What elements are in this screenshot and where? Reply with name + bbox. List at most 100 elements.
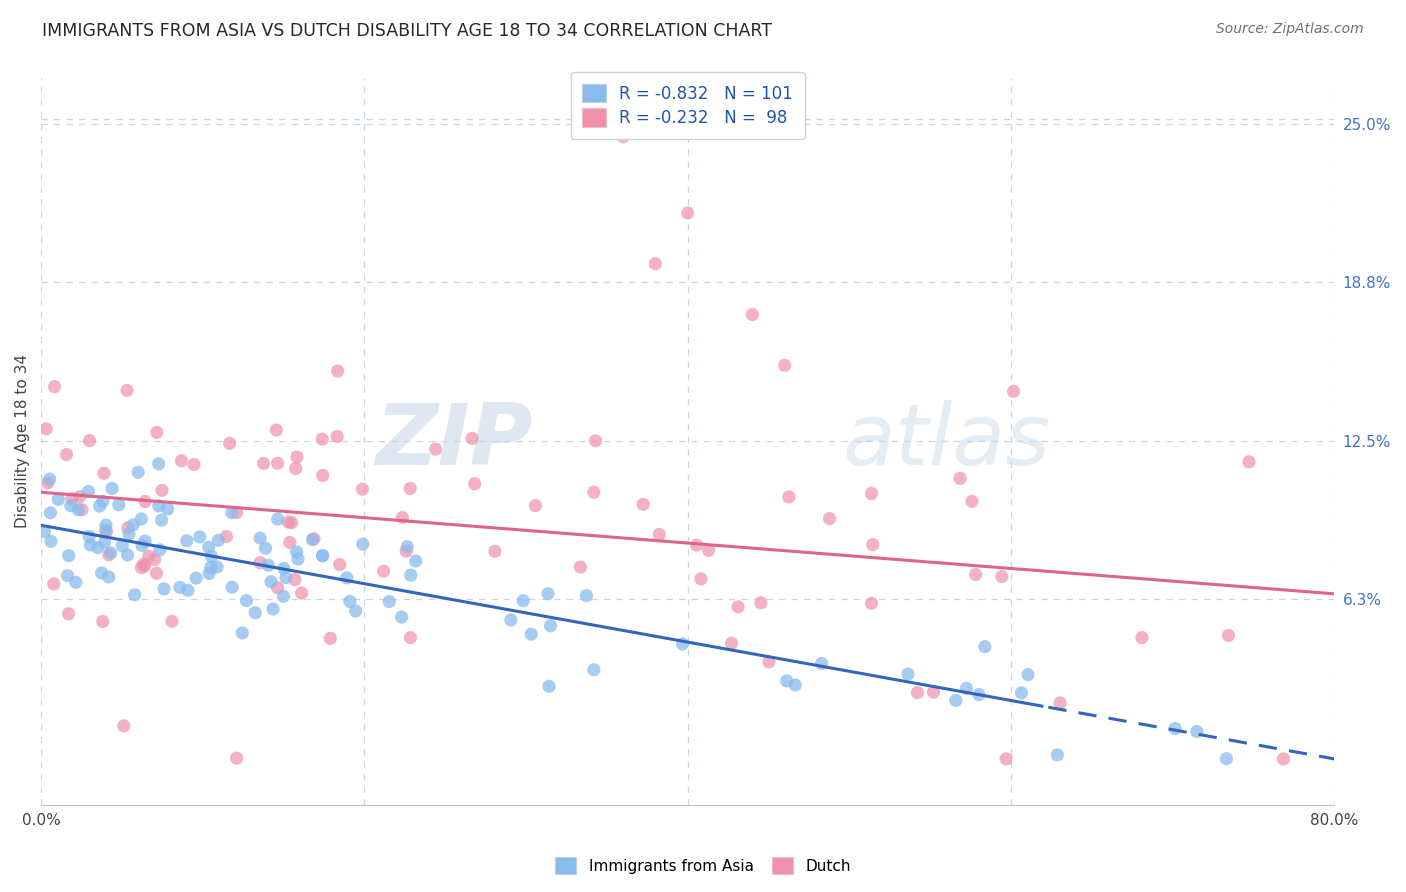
Point <box>311 432 333 446</box>
Point <box>960 494 983 508</box>
Point <box>612 129 634 144</box>
Point <box>97 548 120 562</box>
Point <box>266 423 288 437</box>
Point <box>352 482 374 496</box>
Point <box>184 571 207 585</box>
Point <box>59 499 82 513</box>
Point <box>218 436 240 450</box>
Point <box>285 450 308 464</box>
Point <box>1017 667 1039 681</box>
Point <box>198 566 221 581</box>
Point <box>134 558 156 573</box>
Point <box>1049 696 1071 710</box>
Point <box>758 655 780 669</box>
Point <box>512 593 534 607</box>
Point <box>648 527 671 541</box>
Point <box>111 539 134 553</box>
Point <box>311 549 333 563</box>
Point <box>785 678 807 692</box>
Point <box>127 466 149 480</box>
Point <box>741 308 763 322</box>
Point <box>312 468 335 483</box>
Text: atlas: atlas <box>842 400 1050 483</box>
Point <box>949 471 972 485</box>
Point <box>720 636 742 650</box>
Point <box>77 484 100 499</box>
Point <box>273 561 295 575</box>
Point <box>285 545 308 559</box>
Point <box>274 571 297 585</box>
Point <box>278 535 301 549</box>
Point <box>391 510 413 524</box>
Point <box>101 482 124 496</box>
Point <box>200 560 222 574</box>
Point <box>55 448 77 462</box>
Point <box>312 549 335 563</box>
Point <box>569 560 592 574</box>
Point <box>266 456 288 470</box>
Point <box>538 679 561 693</box>
Point <box>399 631 422 645</box>
Point <box>644 257 666 271</box>
Point <box>284 573 307 587</box>
Point <box>326 429 349 443</box>
Text: ZIP: ZIP <box>375 400 533 483</box>
Point <box>1215 752 1237 766</box>
Legend: Immigrants from Asia, Dutch: Immigrants from Asia, Dutch <box>548 851 858 880</box>
Point <box>249 531 271 545</box>
Point <box>1046 747 1069 762</box>
Point <box>176 533 198 548</box>
Point <box>685 538 707 552</box>
Point <box>540 619 562 633</box>
Point <box>287 552 309 566</box>
Point <box>118 527 141 541</box>
Point <box>778 490 800 504</box>
Point <box>464 476 486 491</box>
Point <box>143 552 166 566</box>
Point <box>860 486 883 500</box>
Point <box>537 587 560 601</box>
Point <box>39 534 62 549</box>
Point <box>373 564 395 578</box>
Point <box>818 511 841 525</box>
Point <box>235 593 257 607</box>
Point <box>79 434 101 448</box>
Point <box>1218 628 1240 642</box>
Point <box>1130 631 1153 645</box>
Point <box>221 506 243 520</box>
Point <box>395 544 418 558</box>
Point <box>89 499 111 513</box>
Point <box>156 502 179 516</box>
Point <box>973 640 995 654</box>
Point <box>860 596 883 610</box>
Point <box>249 556 271 570</box>
Point <box>148 499 170 513</box>
Point <box>177 583 200 598</box>
Point <box>280 516 302 530</box>
Point <box>122 517 145 532</box>
Point <box>955 681 977 696</box>
Point <box>39 506 62 520</box>
Point <box>153 582 176 596</box>
Point <box>77 530 100 544</box>
Point <box>344 604 367 618</box>
Point <box>183 458 205 472</box>
Point <box>107 498 129 512</box>
Point <box>131 560 153 574</box>
Point <box>339 594 361 608</box>
Point <box>65 575 87 590</box>
Point <box>575 589 598 603</box>
Point <box>197 541 219 555</box>
Point <box>93 467 115 481</box>
Point <box>117 548 139 562</box>
Point <box>169 580 191 594</box>
Point <box>582 663 605 677</box>
Point <box>995 752 1018 766</box>
Point <box>148 457 170 471</box>
Point <box>221 580 243 594</box>
Point <box>205 560 228 574</box>
Point <box>60 491 83 506</box>
Point <box>262 602 284 616</box>
Point <box>773 359 796 373</box>
Text: Source: ZipAtlas.com: Source: ZipAtlas.com <box>1216 22 1364 37</box>
